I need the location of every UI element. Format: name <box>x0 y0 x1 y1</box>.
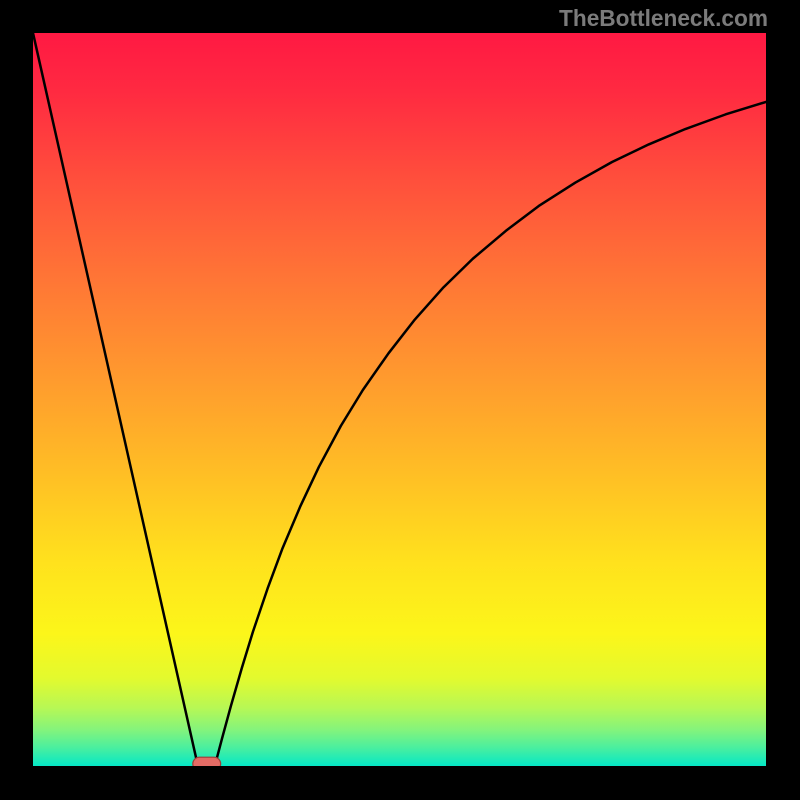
watermark-text: TheBottleneck.com <box>559 5 768 32</box>
curve-segment <box>215 102 766 766</box>
bottleneck-curve <box>33 33 766 766</box>
chart-container: TheBottleneck.com <box>0 0 800 800</box>
curve-segment <box>33 33 198 766</box>
optimal-marker <box>193 757 221 766</box>
plot-area <box>33 33 766 766</box>
